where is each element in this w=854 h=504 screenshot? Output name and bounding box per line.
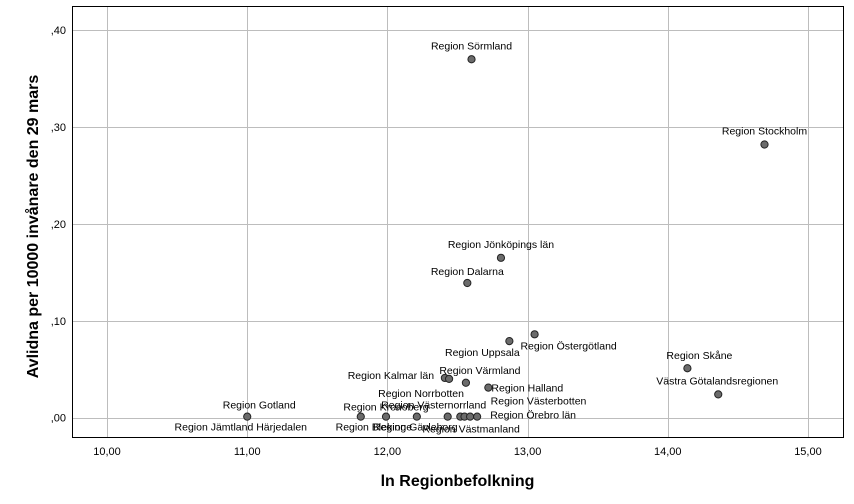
scatter-point [467,55,476,64]
point-label: Region Blekinge [336,422,413,434]
scatter-point [381,412,391,421]
scatter-point [444,374,454,383]
scatter-point [463,278,472,288]
point-label: Region Västmanland [422,424,520,436]
point-label: Region Jönköpings län [448,239,554,251]
data-points [243,55,769,421]
point-label: Region Halland [491,383,563,395]
y-tick-label: ,10 [51,316,66,328]
scatter-point [714,390,723,399]
point-label: Region Uppsala [445,347,520,359]
point-label: Region Jämtland Härjedalen [175,422,308,434]
scatter-point [473,412,482,421]
point-label: Region Värmland [439,365,520,377]
point-label: Region Västernorrland [381,400,486,412]
point-label: Region Skåne [666,350,732,362]
point-label: Region Sörmland [431,40,512,52]
point-label: Region Östergötland [520,340,616,352]
point-label: Region Kalmar län [348,370,435,382]
x-tick-label: 15,00 [794,446,822,458]
point-label: Region Gävleborg [373,422,458,434]
y-tick-label: ,30 [51,122,66,134]
scatter-point [530,330,539,339]
x-tick-label: 13,00 [514,446,542,458]
point-labels: Region Sörmland Region Stockholm Region Jö… [175,40,808,435]
scatter-point [683,364,692,373]
scatter-point [484,383,493,392]
grid-layer [72,6,843,437]
y-tick-label: ,20 [51,219,66,231]
point-label: Region Västerbotten [491,396,587,408]
y-tick-label: ,40 [51,25,66,37]
x-tick-label: 11,00 [234,446,261,458]
point-label: Region Gotland [223,400,296,412]
point-label: Region Örebro län [490,410,576,422]
scatter-point [466,412,475,421]
point-label: Region Kronoberg [343,402,428,414]
scatter-point [461,378,471,387]
scatter-point [243,412,252,421]
y-tick-label: ,00 [51,413,66,425]
point-label: Västra Götalandsregionen [656,375,778,387]
tick-labels: 10,00 11,00 12,00 13,00 14,00 15,00 ,00 ,10 ,20,… [51,25,822,458]
scatter-point [412,412,421,421]
scatter-point [443,412,452,421]
scatter-point [505,337,514,346]
x-tick-label: 12,00 [374,446,402,458]
point-label: Region Dalarna [431,266,504,278]
x-axis-title: ln Regionbefolkning [381,473,535,490]
point-label: Region Stockholm [722,126,807,138]
point-label: Region Norrbotten [378,388,464,400]
x-tick-label: 10,00 [93,446,121,458]
plot-area-frame [72,6,844,438]
scatter-point [356,412,365,421]
y-axis-title: Avlidna per 10000 invånare den 29 mars [24,75,42,379]
scatter-point [760,140,769,149]
scatter-point [496,253,506,262]
x-tick-label: 14,00 [654,446,682,458]
